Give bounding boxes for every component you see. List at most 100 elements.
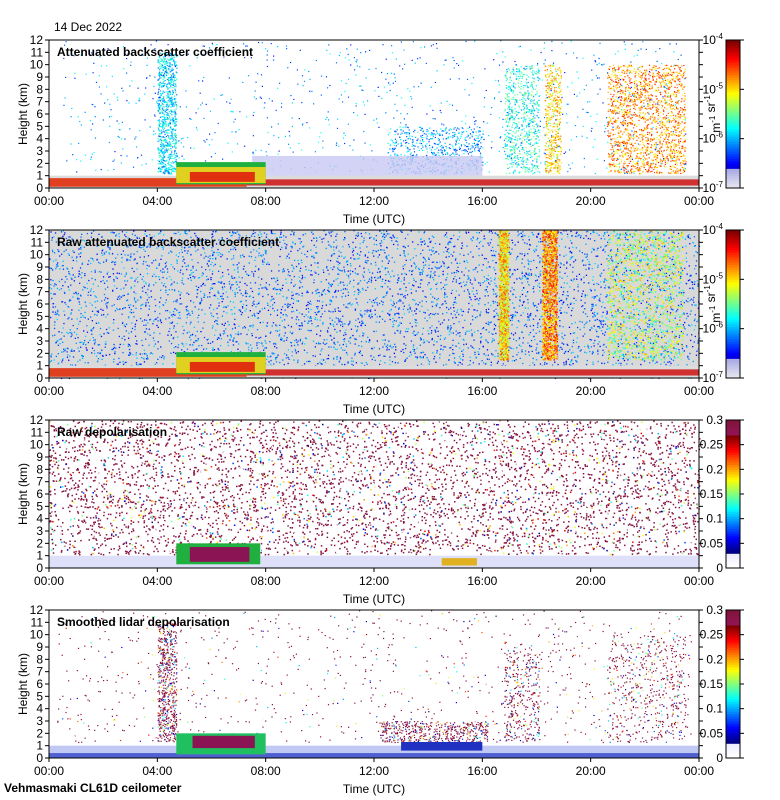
x-tick-label: 00:00 bbox=[34, 384, 64, 398]
y-tick-label: 1 bbox=[36, 169, 43, 183]
y-tick-label: 11 bbox=[31, 425, 44, 439]
x-tick-label: 08:00 bbox=[251, 764, 281, 778]
y-tick-label: 6 bbox=[36, 677, 43, 691]
colorbar-tick-label: 0.2 bbox=[706, 652, 723, 666]
x-axis-label: Time (UTC) bbox=[343, 402, 405, 416]
y-tick-label: 8 bbox=[36, 82, 43, 96]
y-tick-label: 3 bbox=[36, 144, 43, 158]
x-tick-label: 08:00 bbox=[251, 574, 281, 588]
colorbar-tick-label: 0.25 bbox=[700, 628, 724, 642]
y-tick-label: 1 bbox=[36, 549, 43, 563]
x-tick-label: 16:00 bbox=[467, 764, 497, 778]
y-tick-label: 8 bbox=[36, 652, 43, 666]
y-tick-label: 0 bbox=[36, 751, 43, 765]
colorbar: 00.050.10.150.20.250.3 bbox=[700, 413, 744, 575]
x-axis-label: Time (UTC) bbox=[343, 782, 405, 796]
y-tick-label: 7 bbox=[36, 285, 43, 299]
x-tick-label: 08:00 bbox=[251, 194, 281, 208]
y-tick-label: 2 bbox=[36, 346, 43, 360]
y-tick-label: 9 bbox=[36, 640, 43, 654]
x-tick-label: 16:00 bbox=[467, 574, 497, 588]
y-tick-label: 5 bbox=[36, 309, 43, 323]
y-tick-label: 11 bbox=[31, 45, 44, 59]
y-tick-label: 7 bbox=[36, 95, 43, 109]
colorbar-tick-label: 0.15 bbox=[700, 487, 724, 501]
colorbar-tick-label: 0.05 bbox=[700, 536, 724, 550]
x-tick-label: 00:00 bbox=[684, 194, 714, 208]
y-tick-label: 8 bbox=[36, 462, 43, 476]
x-tick-label: 20:00 bbox=[576, 194, 606, 208]
colorbar-tick-label: 0 bbox=[716, 751, 723, 765]
colorbar: 10-710-610-510-4m-1 sr-1 bbox=[703, 32, 744, 195]
colorbar-tick-label: 0.15 bbox=[700, 677, 724, 691]
panel-4: Smoothed lidar depolarisation01234567891… bbox=[16, 603, 744, 796]
y-tick-label: 6 bbox=[36, 487, 43, 501]
y-tick-label: 9 bbox=[36, 70, 43, 84]
y-tick-label: 10 bbox=[30, 248, 44, 262]
panel-title: Raw attenuated backscatter coefficient bbox=[57, 235, 279, 249]
panel-title: Smoothed lidar depolarisation bbox=[57, 615, 230, 629]
colorbar-tick-label: 0.25 bbox=[700, 438, 724, 452]
y-tick-label: 12 bbox=[30, 33, 44, 47]
y-tick-label: 3 bbox=[36, 714, 43, 728]
colorbar-units: m-1 sr-1 bbox=[703, 285, 723, 323]
y-tick-label: 2 bbox=[36, 536, 43, 550]
y-axis-label: Height (km) bbox=[16, 653, 30, 715]
x-tick-label: 00:00 bbox=[684, 764, 714, 778]
y-tick-label: 5 bbox=[36, 119, 43, 133]
instrument-label: Vehmasmaki CL61D ceilometer bbox=[4, 781, 181, 795]
y-tick-label: 1 bbox=[36, 739, 43, 753]
y-tick-label: 6 bbox=[36, 297, 43, 311]
colorbar-tick-label: 10-5 bbox=[703, 271, 724, 286]
x-tick-label: 00:00 bbox=[34, 194, 64, 208]
ceilometer-figure: Attenuated backscatter coefficient012345… bbox=[0, 0, 780, 800]
y-tick-label: 2 bbox=[36, 726, 43, 740]
y-tick-label: 6 bbox=[36, 107, 43, 121]
y-tick-label: 2 bbox=[36, 156, 43, 170]
y-tick-label: 4 bbox=[36, 702, 43, 716]
y-tick-label: 4 bbox=[36, 132, 43, 146]
x-tick-label: 00:00 bbox=[684, 384, 714, 398]
x-tick-label: 04:00 bbox=[142, 764, 172, 778]
colorbar-tick-label: 0.05 bbox=[700, 726, 724, 740]
y-tick-label: 3 bbox=[36, 334, 43, 348]
colorbar: 10-710-610-510-4m-1 sr-1 bbox=[703, 222, 744, 385]
colorbar-tick-label: 10-4 bbox=[703, 222, 724, 237]
colorbar-tick-label: 0.3 bbox=[706, 603, 723, 617]
x-tick-label: 00:00 bbox=[684, 574, 714, 588]
x-tick-label: 12:00 bbox=[359, 574, 389, 588]
y-tick-label: 12 bbox=[30, 413, 44, 427]
x-tick-label: 12:00 bbox=[359, 384, 389, 398]
x-tick-label: 04:00 bbox=[142, 574, 172, 588]
y-tick-label: 7 bbox=[36, 475, 43, 489]
y-tick-label: 10 bbox=[30, 438, 44, 452]
colorbar-tick-label: 0.1 bbox=[706, 702, 723, 716]
colorbar-tick-label: 10-5 bbox=[703, 81, 724, 96]
colorbar-tick-label: 0.1 bbox=[706, 512, 723, 526]
colorbar-tick-label: 0.3 bbox=[706, 413, 723, 427]
y-tick-label: 12 bbox=[30, 223, 44, 237]
y-axis-label: Height (km) bbox=[16, 83, 30, 145]
y-tick-label: 0 bbox=[36, 561, 43, 575]
panel-title: Raw depolarisation bbox=[57, 425, 167, 439]
y-tick-label: 10 bbox=[30, 628, 44, 642]
y-tick-label: 3 bbox=[36, 524, 43, 538]
x-tick-label: 20:00 bbox=[576, 574, 606, 588]
y-tick-label: 0 bbox=[36, 371, 43, 385]
colorbar-tick-label: 10-7 bbox=[703, 370, 724, 385]
x-tick-label: 00:00 bbox=[34, 764, 64, 778]
y-tick-label: 4 bbox=[36, 512, 43, 526]
y-tick-label: 7 bbox=[36, 665, 43, 679]
panel-title: Attenuated backscatter coefficient bbox=[57, 45, 253, 59]
y-tick-label: 5 bbox=[36, 689, 43, 703]
x-tick-label: 00:00 bbox=[34, 574, 64, 588]
y-tick-label: 11 bbox=[31, 615, 44, 629]
y-tick-label: 1 bbox=[36, 359, 43, 373]
y-axis-label: Height (km) bbox=[16, 463, 30, 525]
x-tick-label: 16:00 bbox=[467, 194, 497, 208]
y-tick-label: 11 bbox=[31, 235, 44, 249]
panel-2: Raw attenuated backscatter coefficient01… bbox=[16, 222, 744, 416]
y-tick-label: 9 bbox=[36, 450, 43, 464]
panel-1: Attenuated backscatter coefficient012345… bbox=[16, 32, 744, 226]
y-tick-label: 9 bbox=[36, 260, 43, 274]
